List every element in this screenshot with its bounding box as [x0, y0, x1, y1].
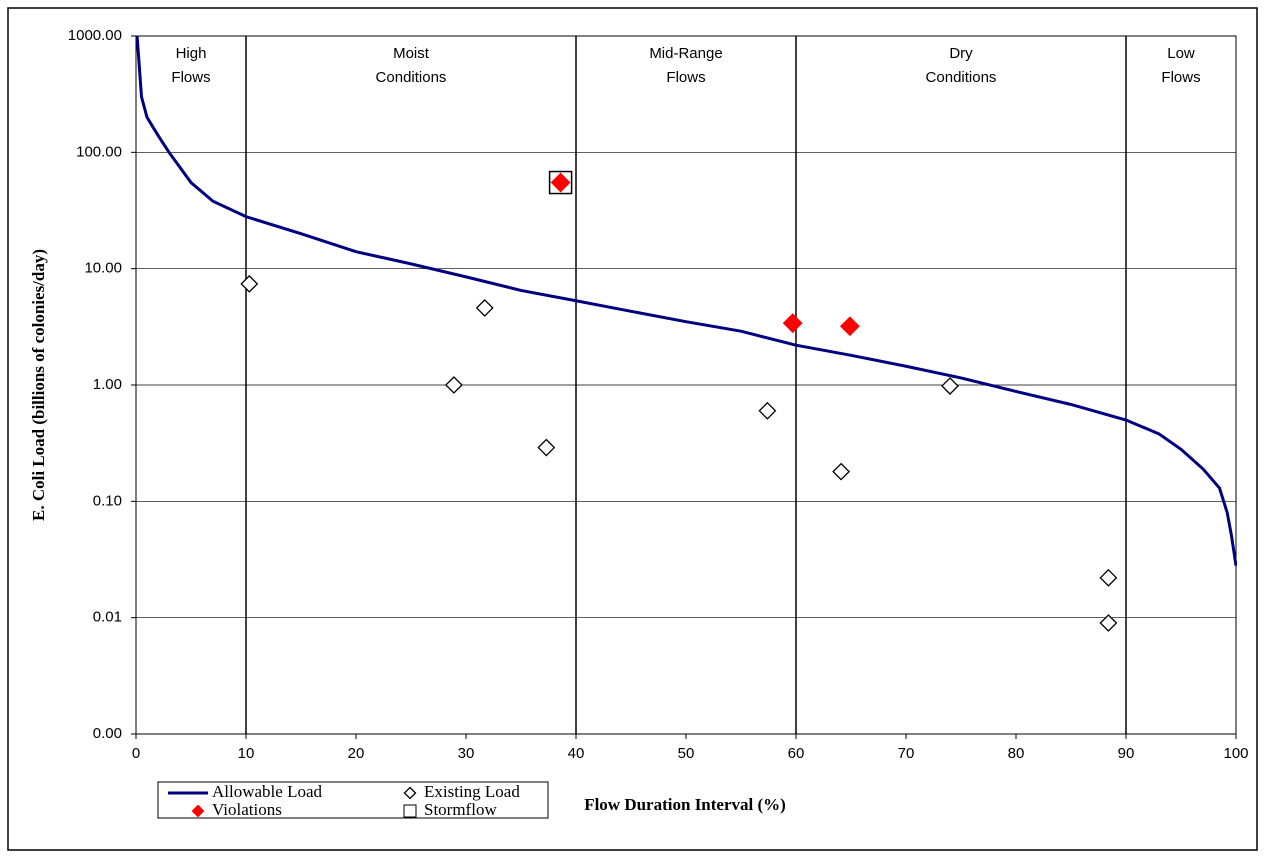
data-point — [550, 172, 571, 193]
y-tick-label: 1.00 — [93, 376, 122, 393]
y-tick-label: 100.00 — [76, 143, 122, 160]
y-tick-label: 1000.00 — [68, 27, 122, 44]
data-point — [941, 377, 959, 395]
zone-label: Dry — [949, 45, 973, 62]
zone-label: Conditions — [376, 69, 447, 86]
zone-label: Flows — [1161, 69, 1200, 86]
x-tick-label: 80 — [1008, 745, 1025, 762]
legend-swatch — [191, 804, 205, 818]
x-tick-label: 60 — [788, 745, 805, 762]
zone-label: Flows — [666, 69, 705, 86]
data-point — [444, 376, 463, 394]
data-point — [758, 401, 777, 420]
y-tick-label: 0.00 — [93, 725, 122, 742]
allowable-load-line — [136, 35, 1237, 566]
zone-label: Flows — [171, 69, 210, 86]
zone-label: Conditions — [926, 69, 997, 86]
data-point — [832, 462, 851, 481]
x-tick-label: 0 — [132, 745, 140, 762]
data-point — [782, 313, 803, 334]
data-point — [839, 316, 860, 337]
data-point — [240, 274, 259, 293]
x-tick-label: 70 — [898, 745, 915, 762]
data-point — [1099, 568, 1118, 587]
zone-label: Mid-Range — [649, 45, 722, 62]
legend-label: Existing Load — [424, 782, 520, 801]
y-tick-label: 0.10 — [93, 492, 122, 509]
zone-label: Low — [1167, 45, 1195, 62]
data-point — [475, 298, 494, 317]
zone-label: High — [176, 45, 207, 62]
x-tick-label: 100 — [1223, 745, 1248, 762]
data-point — [548, 170, 573, 195]
x-tick-label: 40 — [568, 745, 585, 762]
x-tick-label: 90 — [1118, 745, 1135, 762]
x-tick-label: 20 — [348, 745, 365, 762]
zone-label: Moist — [393, 45, 430, 62]
legend-swatch — [403, 786, 417, 800]
data-point — [1099, 614, 1118, 632]
legend-label: Stormflow — [424, 800, 497, 819]
legend-label: Violations — [212, 800, 282, 819]
legend — [157, 781, 549, 819]
y-axis-label: E. Coli Load (billions of colonies/day) — [29, 249, 48, 521]
x-axis-label: Flow Duration Interval (%) — [584, 795, 786, 814]
y-tick-label: 10.00 — [84, 260, 122, 277]
legend-label: Allowable Load — [212, 782, 322, 801]
legend-swatch — [403, 804, 417, 818]
x-tick-label: 30 — [458, 745, 475, 762]
x-tick-label: 50 — [678, 745, 695, 762]
data-point — [537, 438, 556, 457]
y-tick-label: 0.01 — [93, 609, 122, 626]
x-tick-label: 10 — [238, 745, 255, 762]
